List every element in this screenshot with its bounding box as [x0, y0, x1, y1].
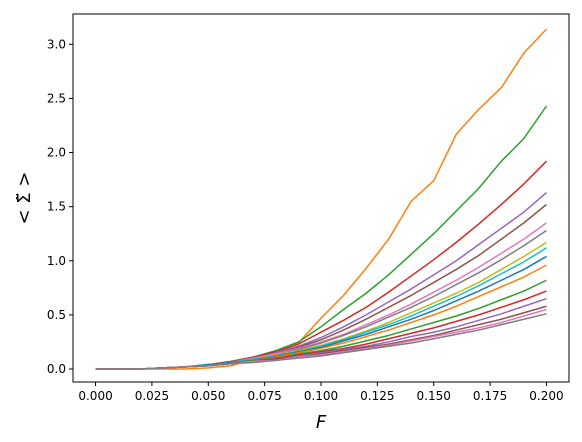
y-tick-label: 0.5 — [47, 308, 66, 322]
x-tick-label: 0.100 — [304, 389, 338, 403]
y-tick-label: 3.0 — [47, 37, 66, 51]
y-axis-label: < Σ̃ > — [14, 172, 35, 225]
y-tick-label: 1.0 — [47, 254, 66, 268]
y-tick-label: 2.0 — [47, 146, 66, 160]
y-axis: 0.0 0.5 1.0 1.5 2.0 2.5 3.0 — [47, 37, 73, 376]
series-line-17 — [95, 313, 547, 370]
x-tick-label: 0.000 — [78, 389, 112, 403]
y-tick-label: 1.5 — [47, 200, 66, 214]
x-tick-label: 0.200 — [529, 389, 563, 403]
x-tick-label: 0.025 — [135, 389, 169, 403]
x-tick-label: 0.075 — [247, 389, 281, 403]
series-layer — [95, 28, 548, 370]
y-tick-label: 0.0 — [47, 362, 66, 376]
y-tick-label: 2.5 — [47, 91, 66, 105]
x-tick-label: 0.150 — [417, 389, 451, 403]
x-axis-label: F — [316, 412, 327, 433]
x-tick-label: 0.125 — [360, 389, 394, 403]
x-tick-label: 0.050 — [191, 389, 225, 403]
x-axis: 0.000 0.025 0.050 0.075 0.100 0.125 0.150 0.175… — [78, 382, 564, 403]
series-line-1 — [95, 28, 547, 370]
x-tick-label: 0.175 — [473, 389, 507, 403]
